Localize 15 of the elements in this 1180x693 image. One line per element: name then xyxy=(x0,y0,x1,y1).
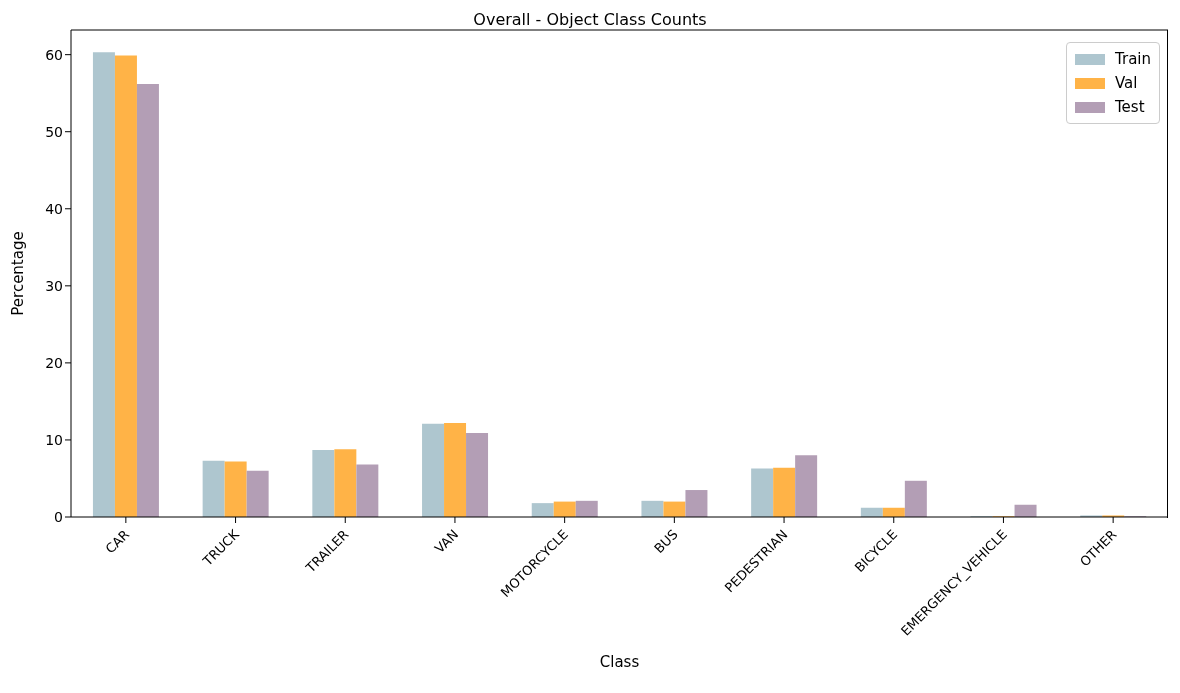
y-tick-label: 0 xyxy=(54,508,63,525)
y-tick-label: 10 xyxy=(45,431,63,448)
legend-label: Test xyxy=(1115,97,1145,118)
y-tick-label: 40 xyxy=(45,200,63,217)
y-tick-label: 50 xyxy=(45,123,63,140)
y-tick-label: 30 xyxy=(45,277,63,294)
legend-label: Val xyxy=(1115,73,1138,94)
x-tick-label: CAR xyxy=(102,526,133,557)
legend-label: Train xyxy=(1115,49,1151,70)
y-tick-label: 60 xyxy=(45,46,63,63)
x-axis-title: Class xyxy=(599,653,640,671)
y-axis-title: Percentage xyxy=(9,231,28,316)
chart-title: Overall - Object Class Counts xyxy=(472,10,708,29)
x-tick-label: VAN xyxy=(431,526,462,557)
y-tick-label: 20 xyxy=(45,354,63,371)
